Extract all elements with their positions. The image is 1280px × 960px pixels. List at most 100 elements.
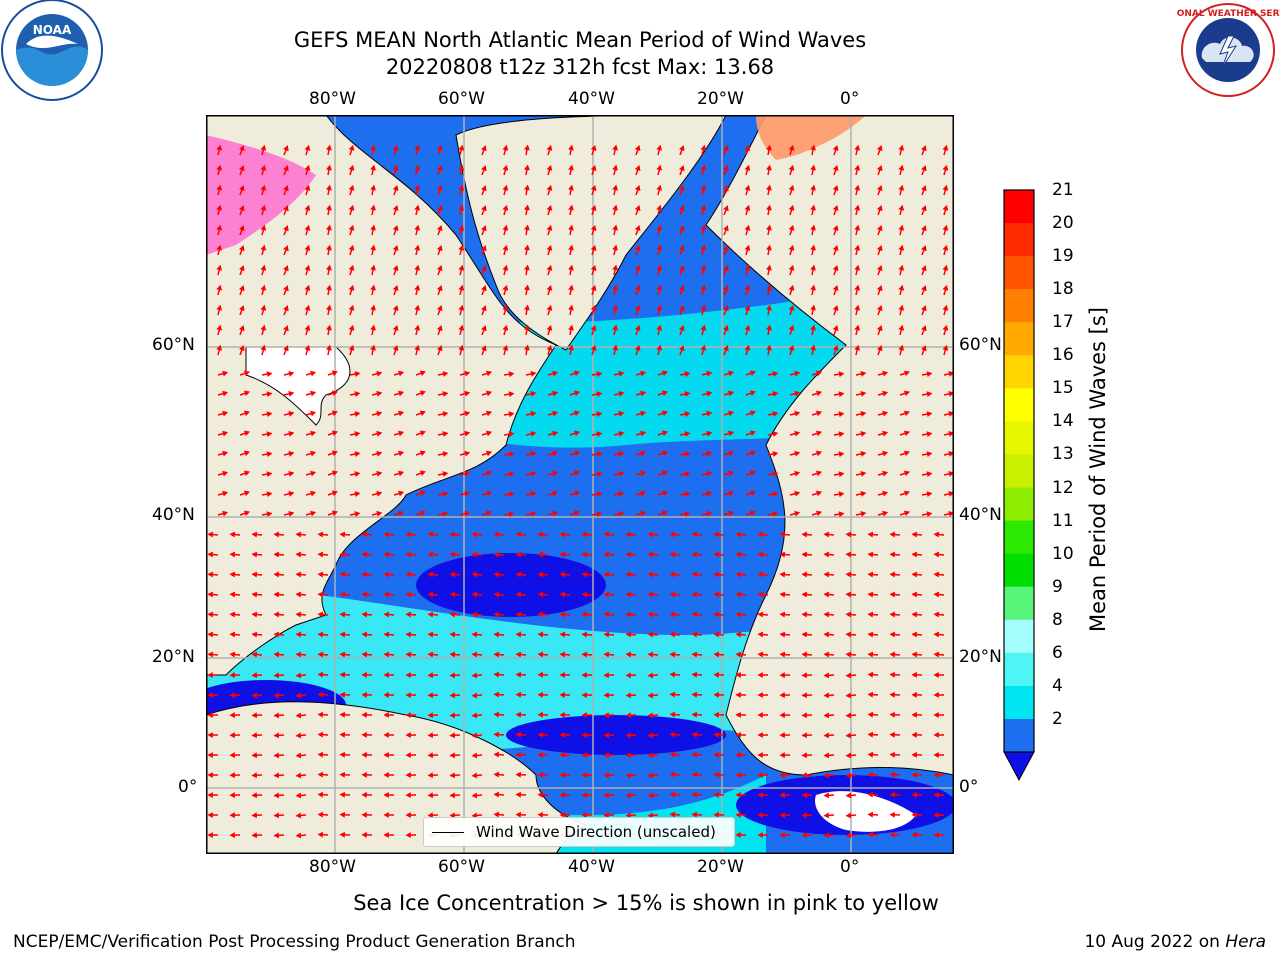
wave-direction-arrowhead bbox=[370, 204, 376, 211]
lat-label-left: 60°N bbox=[152, 335, 195, 355]
wave-direction-arrowhead bbox=[405, 611, 412, 618]
wave-direction-arrowhead bbox=[568, 144, 574, 151]
wave-direction-arrowhead bbox=[266, 491, 273, 498]
wave-direction-arrowhead bbox=[458, 224, 465, 231]
wave-direction-arrowhead bbox=[260, 184, 267, 191]
colorbar-tick-label: 17 bbox=[1052, 312, 1074, 333]
wave-direction-arrowhead bbox=[326, 284, 332, 291]
wave-direction-arrowhead bbox=[524, 344, 530, 351]
wave-direction-arrowhead bbox=[546, 184, 553, 191]
lat-label-left: 40°N bbox=[152, 505, 195, 525]
wave-direction-arrowhead bbox=[581, 631, 588, 638]
wave-direction-arrowhead bbox=[559, 551, 566, 558]
wave-direction-arrowhead bbox=[590, 164, 597, 171]
wave-direction-arrowhead bbox=[419, 390, 426, 396]
wave-direction-arrowhead bbox=[757, 551, 764, 558]
wave-direction-arrowhead bbox=[339, 571, 346, 578]
wave-direction-arrowhead bbox=[414, 264, 421, 271]
wave-direction-arrowhead bbox=[398, 470, 405, 477]
wave-direction-arrowhead bbox=[845, 631, 852, 638]
wave-direction-arrowhead bbox=[515, 791, 521, 798]
wave-direction-arrowhead bbox=[749, 510, 756, 516]
wave-direction-arrowhead bbox=[546, 264, 553, 271]
wave-direction-arrowhead bbox=[559, 732, 565, 738]
wave-direction-arrowhead bbox=[502, 284, 509, 291]
wave-direction-arrowhead bbox=[283, 325, 289, 332]
wave-direction-arrowhead bbox=[735, 671, 741, 678]
wave-direction-arrowhead bbox=[486, 510, 493, 517]
colorbar-tick-label: 12 bbox=[1052, 477, 1074, 498]
wave-direction-arrowhead bbox=[260, 264, 267, 271]
wave-direction-arrowhead bbox=[207, 792, 213, 798]
wave-direction-arrowhead bbox=[361, 611, 368, 618]
wave-direction-arrowhead bbox=[700, 144, 707, 151]
wave-direction-arrowhead bbox=[691, 551, 698, 558]
wave-direction-arrowhead bbox=[559, 651, 566, 658]
wave-direction-arrowhead bbox=[552, 470, 559, 477]
wave-direction-arrowhead bbox=[744, 144, 751, 151]
wave-direction-arrowhead bbox=[317, 731, 324, 738]
wave-direction-arrowhead bbox=[661, 410, 668, 417]
wave-direction-arrowhead bbox=[568, 284, 574, 291]
wave-direction-arrowhead bbox=[251, 792, 257, 799]
wave-direction-arrowhead bbox=[449, 631, 456, 638]
wave-direction-arrowhead bbox=[749, 410, 756, 416]
wave-direction-arrowhead bbox=[691, 771, 698, 778]
wave-direction-arrowhead bbox=[948, 490, 954, 497]
wave-direction-arrowhead bbox=[766, 164, 772, 171]
wave-direction-arrowhead bbox=[810, 184, 816, 191]
wave-direction-arrowhead bbox=[464, 490, 471, 497]
wave-direction-arrowhead bbox=[273, 651, 280, 658]
wave-direction-arrowhead bbox=[612, 204, 618, 211]
wave-direction-arrowhead bbox=[458, 184, 465, 191]
wave-direction-arrowhead bbox=[889, 651, 896, 658]
wave-direction-arrowhead bbox=[354, 471, 361, 477]
wave-direction-arrowhead bbox=[679, 305, 685, 312]
wave-direction-arrowhead bbox=[612, 184, 618, 191]
wave-direction-arrowhead bbox=[911, 571, 918, 578]
masked-gulf-of-guinea bbox=[815, 791, 916, 832]
wave-direction-arrowhead bbox=[679, 185, 685, 192]
wave-direction-arrowhead bbox=[889, 571, 896, 578]
wave-direction-arrowhead bbox=[288, 390, 295, 397]
wave-direction-arrowhead bbox=[926, 491, 933, 498]
wave-direction-arrowhead bbox=[794, 450, 801, 457]
wave-direction-arrowhead bbox=[530, 371, 537, 377]
colorbar-tick-label: 4 bbox=[1052, 675, 1063, 696]
wave-direction-arrowhead bbox=[546, 244, 553, 251]
wave-direction-arrowhead bbox=[876, 245, 883, 252]
wave-direction-arrowhead bbox=[933, 732, 939, 738]
wave-direction-arrowhead bbox=[348, 264, 355, 271]
wave-direction-arrowhead bbox=[911, 591, 918, 598]
wave-direction-arrowhead bbox=[845, 832, 852, 839]
wave-direction-arrowhead bbox=[625, 752, 631, 759]
wave-direction-arrowhead bbox=[845, 651, 852, 658]
wave-direction-arrowhead bbox=[216, 284, 223, 291]
wave-direction-arrowhead bbox=[612, 264, 618, 271]
wave-direction-arrowhead bbox=[331, 430, 338, 437]
wave-direction-arrowhead bbox=[515, 751, 521, 758]
wave-direction-arrowhead bbox=[361, 811, 367, 818]
wave-direction-arrowhead bbox=[801, 631, 808, 638]
wave-direction-arrowhead bbox=[921, 285, 927, 292]
wave-direction-arrowhead bbox=[458, 264, 465, 271]
wave-direction-arrowhead bbox=[661, 430, 668, 437]
wave-direction-arrowhead bbox=[502, 144, 509, 151]
wave-direction-arrowhead bbox=[713, 631, 720, 638]
wave-direction-arrowhead bbox=[669, 651, 676, 658]
wave-direction-arrowhead bbox=[442, 511, 449, 517]
wave-direction-arrowhead bbox=[656, 224, 663, 231]
wave-direction-arrowhead bbox=[568, 204, 574, 211]
wave-direction-arrowhead bbox=[933, 752, 939, 758]
wave-direction-arrowhead bbox=[331, 370, 338, 377]
wave-direction-arrowhead bbox=[436, 265, 443, 272]
wave-direction-arrowhead bbox=[735, 831, 741, 838]
wave-direction-arrowhead bbox=[933, 772, 939, 778]
colorbar-segment bbox=[1004, 685, 1034, 720]
wave-direction-arrowhead bbox=[348, 204, 355, 211]
wave-direction-arrowhead bbox=[823, 531, 830, 538]
wave-direction-arrowhead bbox=[713, 731, 719, 738]
wave-direction-arrowhead bbox=[898, 304, 905, 311]
wave-direction-arrowhead bbox=[647, 531, 654, 538]
wave-direction-arrowhead bbox=[243, 370, 251, 377]
